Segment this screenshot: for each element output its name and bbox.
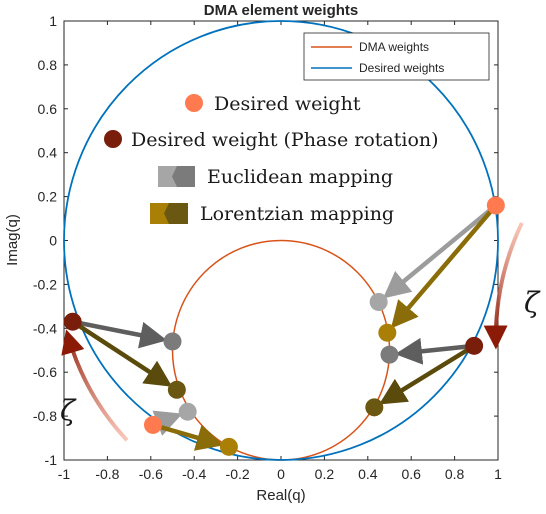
y-tick-label: 0.8 [38, 57, 58, 73]
svg-text:Imag(q): Imag(q) [4, 214, 21, 266]
y-tick-label: 1 [49, 13, 57, 29]
rotation-arrow-right [483, 222, 524, 350]
anno-swatch-euclidean-dark [172, 166, 195, 187]
y-tick-label: -0.6 [33, 364, 57, 380]
y-tick-label: -1 [45, 452, 58, 468]
x-tick-label: -0.2 [226, 466, 250, 482]
anno-label-desired: Desired weight [214, 93, 361, 115]
y-tick-label: -0.8 [33, 408, 57, 424]
x-tick-label: 0.4 [358, 466, 378, 482]
lorentzian-mapping-arrow [71, 319, 173, 387]
rotation-arrow-left [61, 329, 129, 442]
anno-swatch-lorentzian-light [150, 203, 169, 224]
x-tick-label: -0.4 [182, 466, 206, 482]
y-tick-label: 0 [49, 233, 57, 249]
svg-text:Real(q): Real(q) [256, 487, 305, 504]
y-axis-title: Imag(q) [4, 214, 21, 266]
euclidean-point [178, 402, 197, 421]
anno-swatch-euclidean-light [158, 166, 177, 187]
x-tick-label: 0.6 [401, 466, 421, 482]
rotation-arrows [61, 222, 524, 442]
legend-box [303, 32, 490, 81]
euclidean-mapping-arrow [394, 337, 475, 365]
phase-rotated-point [465, 336, 484, 355]
anno-marker-phase-rotated [104, 130, 122, 148]
anno-label-lorentzian: Lorentzian mapping [200, 203, 394, 225]
chart-title: DMA element weights [204, 2, 358, 19]
anno-label-phase-rotated: Desired weight (Phase rotation) [131, 129, 439, 151]
anno-swatch-lorentzian-dark [164, 203, 188, 224]
phase-rotated-point [63, 312, 82, 331]
euclidean-point [369, 292, 388, 311]
y-tick-label: 0.2 [38, 189, 58, 205]
lorentzian-point [378, 323, 397, 342]
zeta-label-right: ζ [524, 286, 541, 319]
x-tick-label: -0.8 [95, 466, 119, 482]
anno-marker-desired [185, 94, 203, 112]
y-tick-label: 0.4 [38, 145, 58, 161]
x-tick-label: 0 [277, 466, 285, 482]
x-tick-label: -1 [58, 466, 71, 482]
y-tick-label: 0.6 [38, 101, 58, 117]
lorentzian-mapping-arrow [378, 343, 476, 405]
desired-point [486, 196, 505, 215]
lorentzian-mapping-arrow [152, 422, 224, 451]
desired-weights-circle [63, 20, 499, 461]
zeta-label-left: ζ [60, 394, 77, 427]
annotation-legend: Desired weight Desired weight (Phase rot… [104, 93, 439, 225]
x-tick-label: -0.6 [139, 466, 163, 482]
x-tick-label: 0.2 [315, 466, 335, 482]
weight-points [63, 196, 505, 456]
mapping-arrows [71, 203, 498, 451]
lorentzian-point [219, 437, 238, 456]
euclidean-mapping-arrow [382, 203, 498, 299]
lorentzian-mapping-arrow [390, 203, 498, 329]
euclidean-point [163, 332, 182, 351]
legend-label-dma: DMA weights [359, 40, 429, 54]
x-axis-title-text: Real(q) [256, 487, 305, 504]
euclidean-point [380, 345, 399, 364]
y-tick-label: -0.4 [33, 320, 57, 336]
y-axis-title-text: Imag(q) [4, 214, 21, 266]
lorentzian-point [167, 380, 186, 399]
euclidean-mapping-arrow [72, 319, 168, 349]
legend-label-desired: Desired weights [359, 61, 444, 75]
y-axis-ticks: -1 -0.8 -0.6 -0.4 -0.2 0 0.2 0.4 0.6 0.8 1 [33, 13, 498, 468]
y-tick-label: -0.2 [33, 276, 57, 292]
x-tick-label: 0.8 [445, 466, 465, 482]
chart-legend: DMA weights Desired weights [303, 32, 490, 81]
x-axis-title: Real(q) [256, 487, 305, 504]
desired-point [143, 415, 162, 434]
anno-label-euclidean: Euclidean mapping [207, 166, 393, 188]
x-tick-label: 1 [494, 466, 502, 482]
lorentzian-point [365, 398, 384, 417]
